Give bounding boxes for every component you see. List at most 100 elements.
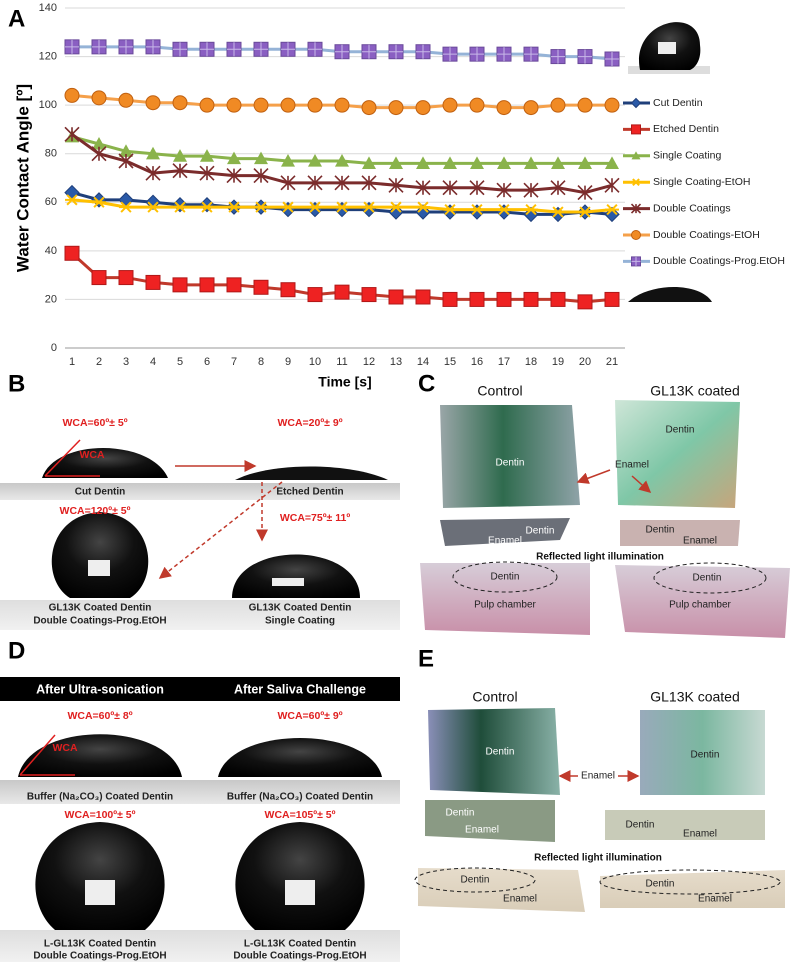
marker	[226, 277, 242, 293]
highlight	[85, 880, 115, 905]
marker	[172, 163, 188, 179]
marker-detail	[497, 47, 511, 62]
x-tick-label: 3	[123, 356, 129, 368]
marker	[118, 153, 134, 169]
panel-label: A	[8, 5, 25, 32]
marker	[119, 144, 133, 157]
annotation: Pulp chamber	[474, 600, 536, 611]
photo	[440, 405, 580, 508]
photo	[428, 708, 560, 795]
marker-detail	[92, 39, 106, 54]
marker	[415, 180, 431, 196]
annotation: Enamel	[615, 460, 649, 471]
photo	[615, 565, 790, 638]
region-outline	[414, 867, 536, 893]
marker	[497, 156, 511, 170]
marker	[64, 245, 80, 261]
marker	[335, 154, 349, 167]
marker-detail	[335, 44, 349, 59]
annotation: Enamel	[683, 536, 717, 547]
marker	[334, 175, 350, 191]
photo	[615, 400, 740, 508]
marker	[335, 201, 349, 213]
panel-c-photos	[420, 400, 790, 638]
legend-marker	[631, 178, 641, 187]
marker	[119, 201, 133, 213]
annotation: WCA	[79, 449, 104, 461]
header-bar	[0, 677, 400, 701]
x-tick-label: 12	[363, 356, 375, 368]
marker-detail	[308, 42, 322, 57]
marker	[199, 165, 215, 181]
marker	[227, 201, 241, 213]
marker	[550, 180, 566, 196]
marker	[253, 97, 269, 113]
annotation: Dentin	[446, 808, 475, 819]
marker	[496, 291, 512, 307]
marker	[200, 201, 214, 213]
annotation: Enamel	[503, 894, 537, 905]
region-outline	[452, 561, 558, 593]
legend-marker	[631, 124, 641, 135]
marker	[577, 185, 593, 201]
y-tick-label: 20	[45, 293, 57, 305]
marker-detail	[524, 47, 538, 62]
marker	[254, 151, 268, 165]
marker	[92, 137, 106, 150]
marker	[65, 194, 79, 206]
annotation: Enamel	[683, 829, 717, 840]
annotation: Dentin	[486, 747, 515, 758]
marker	[578, 156, 592, 170]
marker	[416, 156, 430, 170]
annotation: Single Coating	[265, 616, 335, 627]
marker	[415, 289, 431, 305]
annotation: Reflected light illumination	[534, 853, 662, 864]
annotation: Dentin	[526, 526, 555, 537]
panel-label: B	[8, 370, 25, 397]
annotation: Control	[477, 383, 522, 399]
marker	[307, 287, 323, 303]
droplet-images	[628, 22, 712, 302]
marker	[199, 197, 215, 213]
marker	[307, 175, 323, 191]
marker	[497, 203, 511, 216]
marker	[442, 204, 458, 220]
marker	[64, 126, 80, 142]
annotation: After Saliva Challenge	[234, 682, 366, 696]
marker	[64, 87, 80, 103]
x-tick-label: 2	[96, 356, 102, 368]
marker	[388, 177, 404, 193]
marker	[604, 291, 620, 307]
marker-detail	[605, 52, 619, 66]
region-outline	[653, 562, 767, 594]
x-tick-label: 10	[309, 356, 321, 368]
annotation: Enamel	[581, 771, 615, 782]
marker-detail	[551, 49, 565, 64]
droplet	[35, 822, 165, 930]
legend-marker	[630, 97, 642, 109]
marker	[334, 201, 350, 218]
marker	[227, 151, 241, 165]
marker	[551, 156, 565, 170]
annotation: Dentin	[693, 573, 722, 584]
marker-detail	[146, 39, 160, 54]
annotation: WCA=75º± 11º	[280, 512, 351, 524]
marker	[523, 291, 539, 307]
marker	[496, 100, 512, 116]
marker	[469, 204, 485, 220]
region-outline	[599, 869, 781, 895]
marker	[496, 204, 512, 220]
marker	[469, 180, 485, 196]
marker	[361, 175, 377, 191]
marker	[308, 154, 322, 167]
photo	[620, 520, 740, 546]
marker	[334, 97, 350, 113]
marker	[253, 168, 269, 184]
droplet	[51, 512, 149, 598]
x-tick-label: 4	[150, 356, 156, 368]
marker	[389, 156, 403, 170]
annotation: WCA=60º± 5º	[62, 417, 127, 429]
panel-d-shapes	[0, 677, 400, 962]
x-tick-label: 9	[285, 356, 291, 368]
marker	[199, 277, 215, 293]
